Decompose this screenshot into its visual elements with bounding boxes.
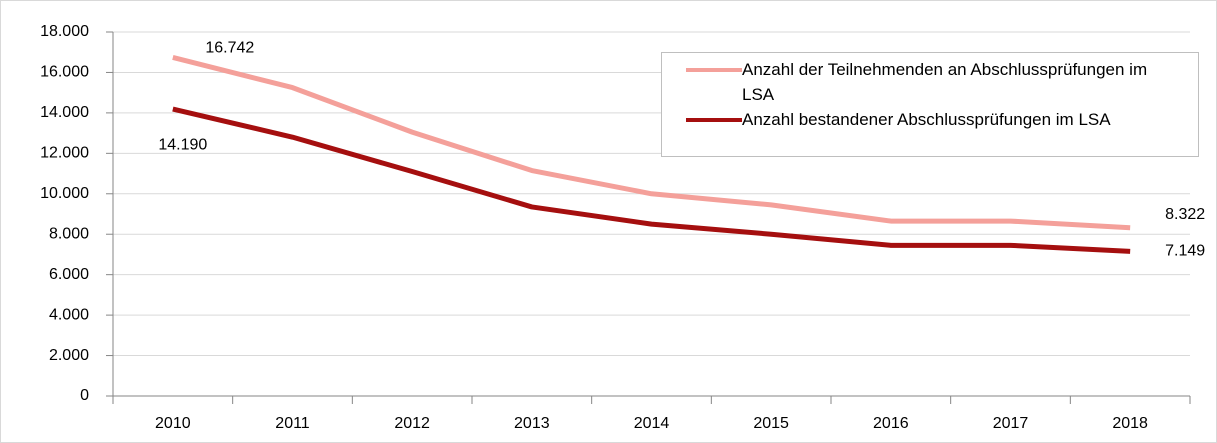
legend-label: Anzahl der Teilnehmenden an Abschlussprü… — [742, 60, 1148, 104]
line-series — [172, 55, 1131, 231]
y-tick-label: 16.000 — [40, 64, 89, 81]
data-label: 14.190 — [158, 136, 207, 153]
x-tick-label: 2010 — [155, 415, 191, 432]
data-label: 8.322 — [1165, 206, 1205, 223]
y-tick-label: 4.000 — [49, 306, 89, 323]
x-tick-label: 2018 — [1112, 415, 1148, 432]
y-tick-label: 8.000 — [49, 225, 89, 242]
x-tick-label: 2015 — [753, 415, 789, 432]
y-tick-label: 18.000 — [40, 23, 89, 40]
legend: Anzahl der Teilnehmenden an Abschlussprü… — [661, 52, 1199, 157]
y-tick-label: 2.000 — [49, 347, 89, 364]
y-tick-label: 10.000 — [40, 185, 89, 202]
data-label: 7.149 — [1165, 243, 1205, 260]
x-tick-label: 2014 — [634, 415, 670, 432]
x-tick-label: 2016 — [873, 415, 909, 432]
x-tick-label: 2012 — [394, 415, 430, 432]
y-tick-label: 6.000 — [49, 266, 89, 283]
legend-label: Anzahl bestandener Abschlussprüfungen im… — [742, 110, 1111, 129]
x-tick-label: 2011 — [275, 415, 310, 432]
data-label: 16.742 — [205, 40, 254, 57]
line-series — [172, 106, 1131, 254]
y-tick-label: 0 — [80, 387, 89, 404]
legend-swatch — [686, 118, 742, 122]
y-tick-label: 14.000 — [40, 104, 89, 121]
y-tick-label: 12.000 — [40, 145, 89, 162]
legend-swatch — [686, 68, 742, 72]
x-tick-label: 2013 — [514, 415, 550, 432]
x-tick-label: 2017 — [993, 415, 1029, 432]
